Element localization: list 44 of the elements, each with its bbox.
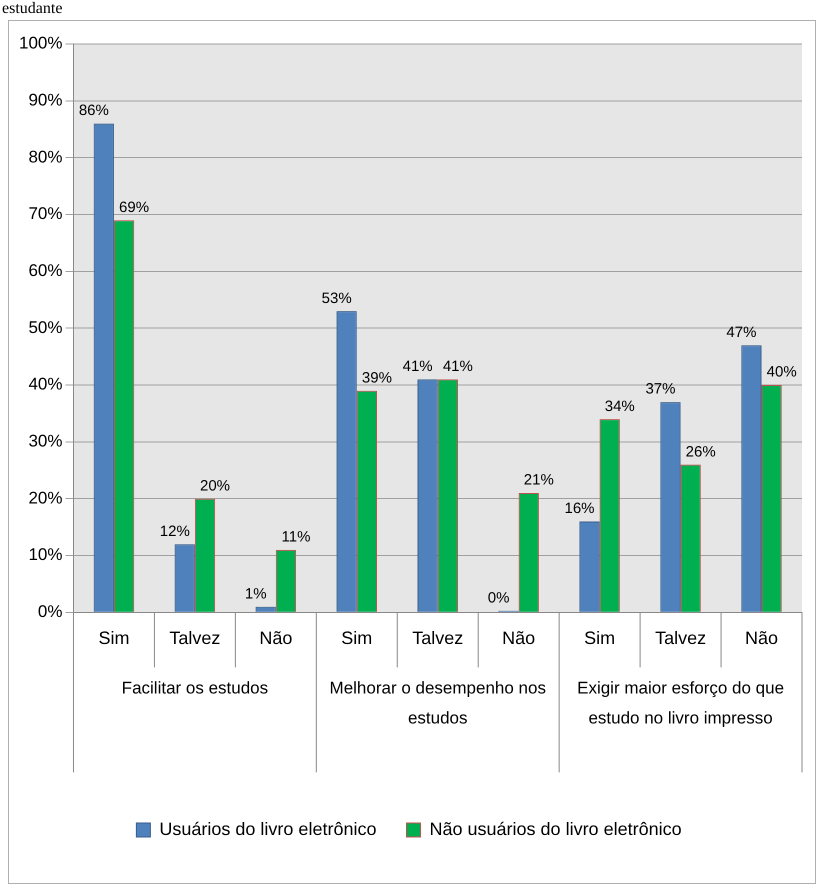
x-tick-label: Talvez [655,628,706,648]
x-tick-label: Não [259,628,292,648]
chart-title: estudante [2,0,62,18]
y-tick-label: 10% [28,545,62,564]
data-label: 39% [362,369,392,386]
y-tick-label: 20% [28,488,62,508]
y-tick-label: 50% [28,318,62,337]
text: Facilitar os estudos [122,678,268,698]
x-tick-label: Sim [341,628,372,648]
legend-label: Não usuários do livro eletrônico [429,818,682,839]
data-label: 12% [160,522,190,540]
y-tick-label: 60% [28,261,62,280]
data-label: 11% [282,528,310,546]
data-label: 34% [604,398,635,415]
data-label: 21% [524,472,554,489]
text: Melhorar o desempenho nos estudos [330,678,546,728]
data-label: 20% [200,477,230,494]
data-label: 69% [119,198,150,216]
data-label: 47% [726,324,756,341]
y-tick-label: 70% [28,204,62,224]
y-tick-label: 90% [28,90,62,110]
x-tick-label: Sim [584,628,616,648]
x-tick-label: Talvez [169,628,220,648]
y-tick-label: 80% [28,147,62,166]
x-tick-label: Sim [98,628,130,648]
y-tick-label: 100% [18,34,62,53]
data-label: 86% [78,102,109,120]
x-tick-label: Talvez [412,628,464,648]
data-label: 37% [645,380,676,398]
text: Exigir maior esforço do que estudo no livro impresso [577,678,784,728]
data-label: 0% [488,589,510,606]
data-label: 40% [766,364,797,381]
data-label: 26% [686,443,716,460]
data-label: 41% [402,358,433,375]
data-label: 53% [322,290,352,307]
y-tick-label: 30% [28,432,62,451]
legend-label: Usuários do livro eletrônico [159,818,376,839]
data-label: 41% [442,358,473,375]
y-tick-label: 0% [38,602,62,622]
y-tick-label: 40% [28,374,62,394]
data-label: 16% [564,500,595,518]
data-label: 1% [244,585,267,602]
x-tick-label: Não [502,628,536,648]
x-tick-label: Não [745,628,778,648]
